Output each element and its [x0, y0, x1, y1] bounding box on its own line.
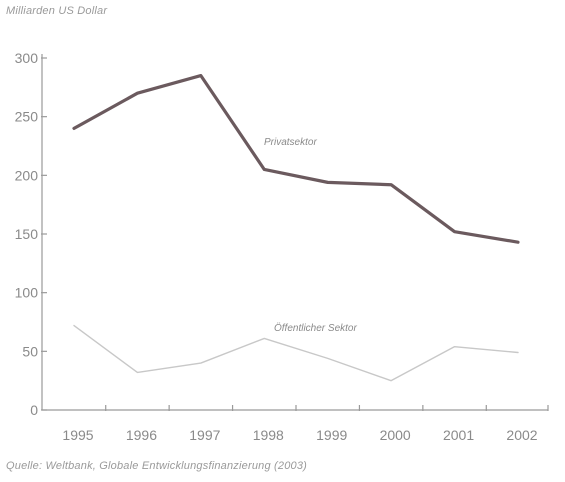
- y-tick-label: 200: [15, 167, 39, 183]
- y-tick-label: 100: [15, 285, 39, 301]
- series-line-public: [73, 324, 519, 382]
- x-tick-label: 1997: [189, 427, 220, 443]
- x-tick-label: 1996: [126, 427, 157, 443]
- series-lines: [72, 73, 520, 382]
- y-tick-label: 150: [15, 226, 39, 242]
- x-tick-label: 2002: [506, 427, 537, 443]
- series-labels: Privatsektor Öffentlicher Sektor: [264, 137, 357, 334]
- x-tick-label: 1998: [253, 427, 284, 443]
- x-tick-label: 1995: [62, 427, 93, 443]
- chart-axes: [41, 54, 549, 411]
- y-tick-label: 250: [15, 109, 39, 125]
- x-tick-label: 2000: [380, 427, 411, 443]
- source-note: Quelle: Weltbank, Globale Entwicklungsfi…: [6, 460, 308, 472]
- series-line-private: [72, 73, 520, 244]
- y-tick-label: 50: [22, 343, 38, 359]
- x-tick-label: 2001: [443, 427, 474, 443]
- series-label-private: Privatsektor: [264, 137, 317, 148]
- y-tick-label: 300: [15, 50, 39, 66]
- y-tick-label: 0: [30, 402, 38, 418]
- tick-labels: 0 50 100 150 200 250 300 1995 1996 1997 1998 1999 20…: [15, 50, 538, 443]
- series-label-public: Öffentlicher Sektor: [274, 322, 357, 334]
- unit-label: Milliarden US Dollar: [6, 5, 108, 17]
- x-tick-label: 1999: [316, 427, 347, 443]
